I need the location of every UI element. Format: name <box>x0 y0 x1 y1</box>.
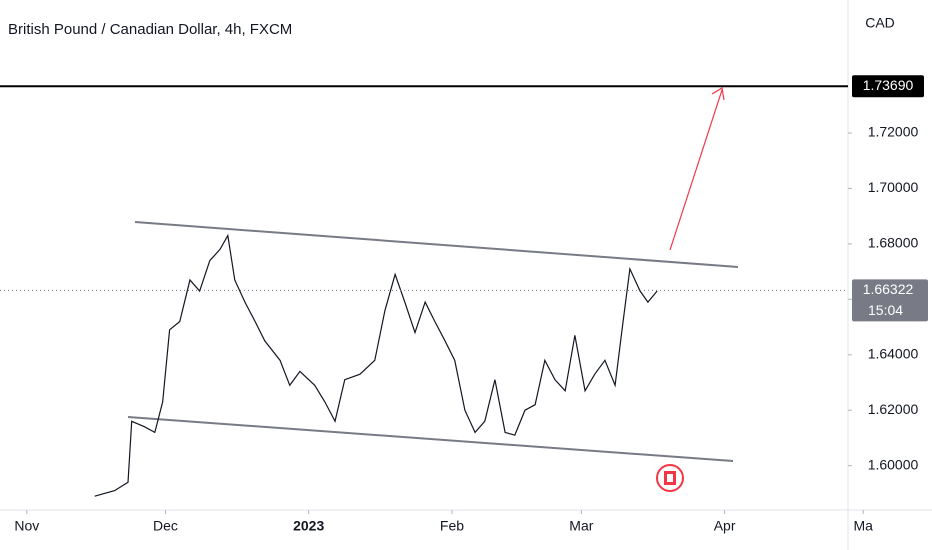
channel-lower <box>127 416 734 462</box>
y-tick-label: 1.72000 <box>868 124 919 140</box>
last-price-label: 1.66322 <box>863 281 914 297</box>
x-tick-label: Nov <box>14 518 39 534</box>
target-label: 1.73690 <box>863 77 914 93</box>
canada-flag-icon <box>656 464 684 492</box>
last-price-box <box>852 279 928 322</box>
x-tick-label: Apr <box>714 518 736 534</box>
x-tick-label: Mar <box>569 518 593 534</box>
countdown-label: 15:04 <box>868 302 903 318</box>
y-tick-label: 1.64000 <box>868 345 919 361</box>
channel-upper <box>134 221 739 268</box>
currency-label: CAD <box>865 15 895 31</box>
y-tick-label: 1.62000 <box>868 401 919 417</box>
y-tick-label: 1.70000 <box>868 179 919 195</box>
x-tick-label: Dec <box>153 518 178 534</box>
arrow-head <box>711 87 725 101</box>
x-tick-label: 2023 <box>293 518 324 534</box>
y-tick-label: 1.68000 <box>868 235 919 251</box>
projection-arrow <box>669 89 723 251</box>
target-label-box <box>852 75 924 98</box>
x-tick-label: Ma <box>854 518 874 534</box>
x-tick-label: Feb <box>440 518 464 534</box>
y-tick-label: 1.60000 <box>868 456 919 472</box>
chart-title: British Pound / Canadian Dollar, 4h, FXC… <box>8 21 292 38</box>
price-line <box>94 233 658 497</box>
